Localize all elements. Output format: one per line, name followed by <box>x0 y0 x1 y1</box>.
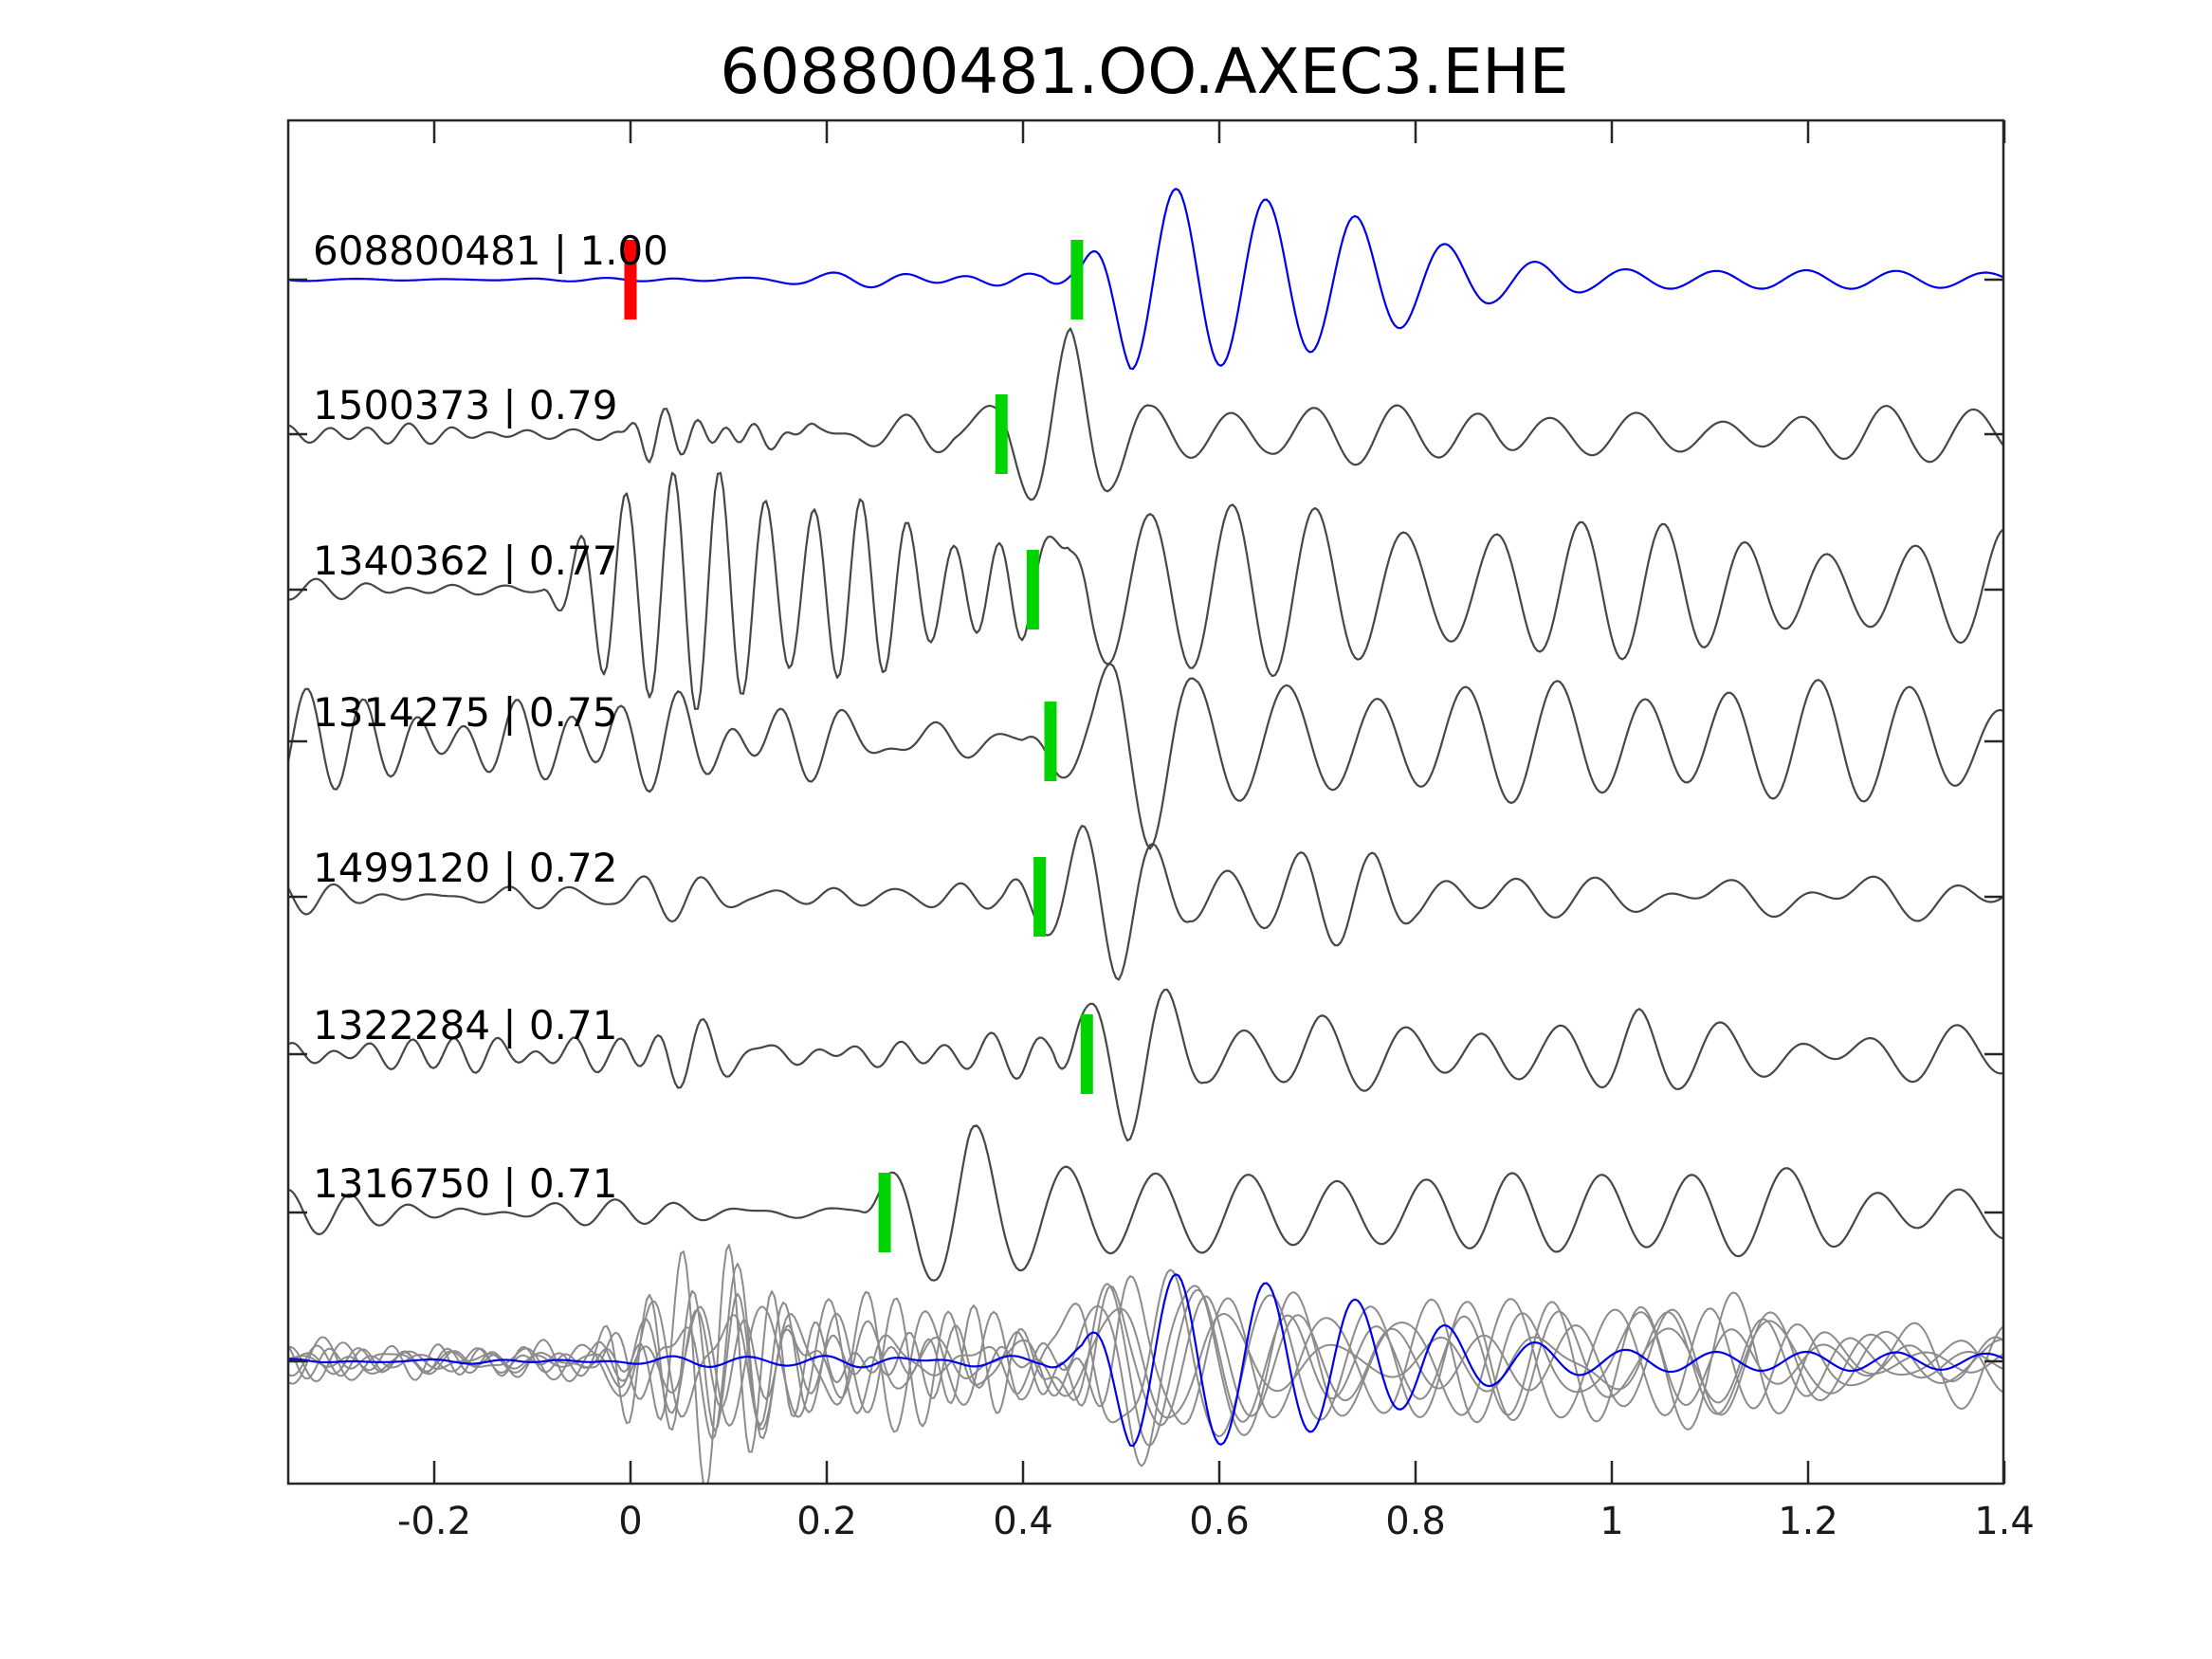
x-tick-label: 0.4 <box>993 1500 1053 1543</box>
trace-label-1499120: 1499120 | 0.72 <box>313 845 617 891</box>
overlay-detection-trace-6 <box>288 1263 2003 1441</box>
x-tick-label: 0 <box>618 1500 642 1543</box>
trace-label-608800481: 608800481 | 1.00 <box>313 228 668 274</box>
pick-marker-1314275 <box>1044 702 1057 781</box>
trace-label-1316750: 1316750 | 0.71 <box>313 1160 617 1207</box>
trace-label-1500373: 1500373 | 0.79 <box>313 382 617 428</box>
overlay-detection-trace-5 <box>288 1244 2003 1484</box>
waveform-trace-1314275 <box>288 663 2003 850</box>
x-tick-label: 0.8 <box>1385 1500 1446 1543</box>
pick-marker-1500373 <box>995 394 1008 474</box>
axis-layer: -0.2 0 0.2 0.4 0.6 0.8 1 1.2 1.4 <box>286 118 2035 1543</box>
x-tick-label: 1.4 <box>1974 1500 2035 1543</box>
pick-marker-1322284 <box>1080 1014 1093 1094</box>
waveform-layer <box>288 188 2003 1484</box>
x-tick-label: 0.2 <box>796 1500 857 1543</box>
pick-marker-1340362 <box>1026 550 1039 629</box>
waveform-trace-1500373 <box>288 327 2003 501</box>
annotation-layer: 608800481 | 1.00 1500373 | 0.79 1340362 | … <box>313 228 668 1207</box>
waveform-trace-608800481 <box>288 188 2003 371</box>
pick-marker-1316750 <box>878 1173 891 1252</box>
trace-label-1340362: 1340362 | 0.77 <box>313 538 617 584</box>
plot-title: 608800481.OO.AXEC3.EHE <box>720 35 1568 108</box>
overlay-template-trace <box>288 1273 2003 1448</box>
x-tick-label: 1 <box>1600 1500 1623 1543</box>
trace-label-1314275: 1314275 | 0.75 <box>313 689 617 736</box>
waveform-trace-1322284 <box>288 988 2003 1142</box>
pick-marker-1499120 <box>1033 857 1047 937</box>
trace-label-1322284: 1322284 | 0.71 <box>313 1002 617 1048</box>
waveform-trace-1340362 <box>288 471 2003 710</box>
x-tick-label: 0.6 <box>1189 1500 1250 1543</box>
overlay-detection-trace-1 <box>288 1285 2003 1468</box>
waveform-trace-1499120 <box>288 825 2003 981</box>
x-tick-label: 1.2 <box>1778 1500 1838 1543</box>
x-tick-label: -0.2 <box>397 1500 471 1543</box>
waveform-trace-1316750 <box>288 1124 2003 1282</box>
pick-marker-608800481 <box>1070 240 1084 319</box>
plot-border <box>286 118 2005 1486</box>
template-origin-marker-608800481 <box>624 240 637 319</box>
